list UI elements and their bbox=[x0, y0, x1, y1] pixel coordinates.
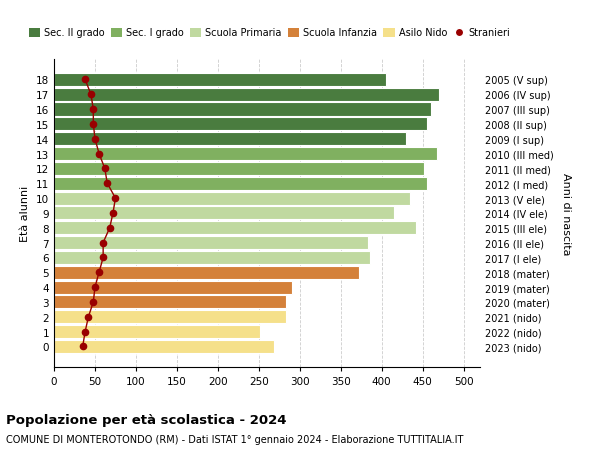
Bar bbox=[54, 162, 424, 175]
Bar bbox=[54, 192, 410, 205]
Y-axis label: Anni di nascita: Anni di nascita bbox=[560, 172, 571, 255]
Bar bbox=[54, 340, 274, 353]
Text: COMUNE DI MONTEROTONDO (RM) - Dati ISTAT 1° gennaio 2024 - Elaborazione TUTTITAL: COMUNE DI MONTEROTONDO (RM) - Dati ISTAT… bbox=[6, 434, 463, 444]
Legend: Sec. II grado, Sec. I grado, Scuola Primaria, Scuola Infanzia, Asilo Nido, Stran: Sec. II grado, Sec. I grado, Scuola Prim… bbox=[25, 24, 514, 42]
Bar bbox=[54, 118, 427, 131]
Text: Popolazione per età scolastica - 2024: Popolazione per età scolastica - 2024 bbox=[6, 413, 287, 426]
Bar bbox=[54, 148, 437, 161]
Bar bbox=[54, 207, 394, 220]
Bar bbox=[54, 177, 427, 190]
Bar bbox=[54, 73, 386, 87]
Bar bbox=[54, 222, 416, 235]
Bar bbox=[54, 281, 292, 294]
Bar bbox=[54, 311, 286, 324]
Bar bbox=[54, 325, 260, 338]
Bar bbox=[54, 296, 286, 309]
Bar bbox=[54, 266, 359, 279]
Bar bbox=[54, 89, 439, 101]
Bar bbox=[54, 252, 370, 264]
Bar bbox=[54, 236, 368, 250]
Y-axis label: Età alunni: Età alunni bbox=[20, 185, 31, 241]
Bar bbox=[54, 133, 406, 146]
Bar bbox=[54, 103, 431, 116]
